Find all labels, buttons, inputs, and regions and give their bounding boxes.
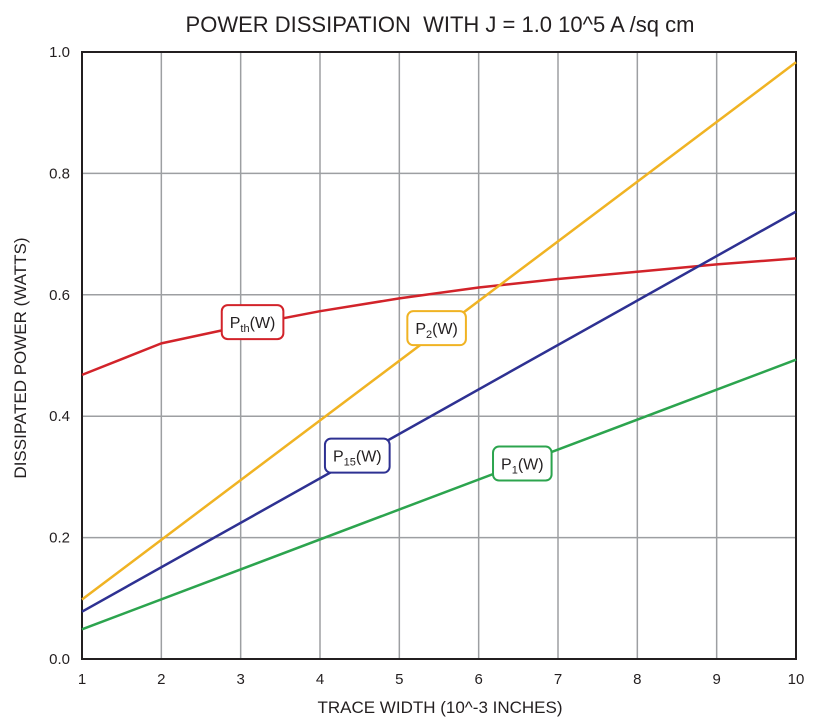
series-line-p15 (81, 210, 797, 613)
x-tick-label: 9 (712, 671, 720, 688)
x-tick-label: 8 (633, 671, 641, 688)
x-tick-label: 10 (788, 671, 805, 688)
series-line-pth (81, 257, 797, 377)
x-tick-label: 1 (78, 671, 86, 688)
svg-text:P1(W): P1(W) (501, 457, 544, 477)
y-tick-label: 0.8 (49, 165, 70, 182)
y-tick-label: 0.0 (49, 651, 70, 668)
x-tick-label: 4 (316, 671, 324, 688)
y-tick-label: 1.0 (49, 44, 70, 61)
series-label-p1: P1(W) (492, 445, 553, 482)
svg-text:P15(W): P15(W) (333, 449, 382, 469)
tick-labels: 1 2 3 4 5 6 7 8 9 10 0.0 0.2 0.4 0.6 0.8 1.0 (49, 44, 804, 688)
x-tick-label: 2 (157, 671, 165, 688)
y-tick-label: 0.4 (49, 408, 70, 425)
series-label-p2: P2(W) (406, 310, 467, 347)
svg-text:P2(W): P2(W) (415, 321, 458, 341)
series-labels: Pth(W) P2(W) P15(W) P1(W) (220, 304, 553, 482)
x-tick-label: 7 (554, 671, 562, 688)
y-tick-label: 0.2 (49, 530, 70, 547)
y-axis-label: DISSIPATED POWER (WATTS) (11, 237, 30, 478)
series-label-pth: Pth(W) (220, 304, 285, 341)
chart-title: POWER DISSIPATION WITH J = 1.0 10^5 A /s… (186, 12, 695, 37)
y-tick-label: 0.6 (49, 287, 70, 304)
grid (82, 52, 796, 659)
svg-text:Pth(W): Pth(W) (230, 315, 276, 335)
plot-frame (81, 51, 797, 660)
x-axis-label: TRACE WIDTH (10^-3 INCHES) (317, 698, 562, 717)
x-tick-label: 5 (395, 671, 403, 688)
x-tick-label: 6 (474, 671, 482, 688)
series-line-p1 (81, 358, 797, 631)
series-label-p15: P15(W) (323, 437, 391, 474)
x-tick-label: 3 (236, 671, 244, 688)
